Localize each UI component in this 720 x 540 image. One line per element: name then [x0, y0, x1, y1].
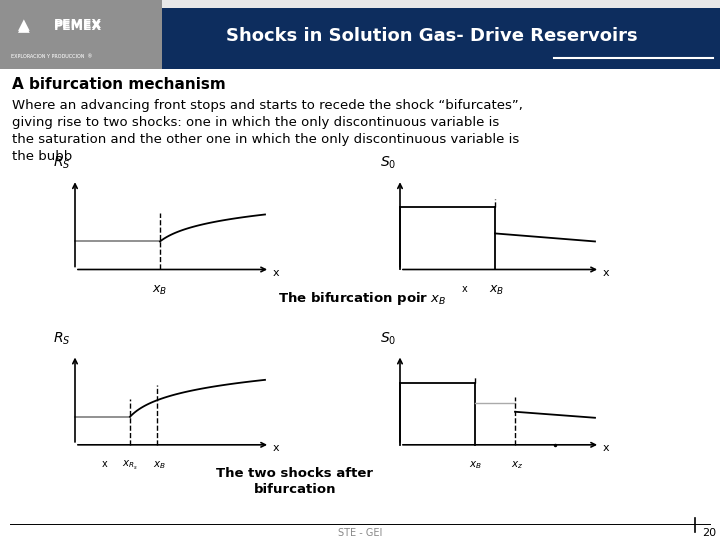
- Text: $x_B$: $x_B$: [153, 459, 166, 471]
- Text: $R_S$: $R_S$: [53, 330, 71, 347]
- Text: $x_B$: $x_B$: [469, 459, 482, 471]
- Text: $x_B$: $x_B$: [153, 284, 168, 296]
- Text: A bifurcation mechanism: A bifurcation mechanism: [12, 77, 226, 92]
- Text: x: x: [603, 267, 610, 278]
- Text: the saturation and the other one in which the only discontinuous variable is: the saturation and the other one in whic…: [12, 133, 519, 146]
- Text: $x_{R_s}$: $x_{R_s}$: [122, 459, 138, 472]
- Text: The bifurcation poir $x_B$: The bifurcation poir $x_B$: [278, 289, 446, 307]
- Text: x: x: [603, 443, 610, 453]
- Text: $x_B$: $x_B$: [490, 284, 505, 296]
- Text: x: x: [102, 459, 108, 469]
- Text: EXPLORACION Y PRODUCCION  ®: EXPLORACION Y PRODUCCION ®: [11, 54, 92, 59]
- Text: $S_0$: $S_0$: [379, 155, 396, 171]
- Text: $R_S$: $R_S$: [53, 155, 71, 171]
- Text: Where an advancing front stops and starts to recede the shock “bifurcates”,: Where an advancing front stops and start…: [12, 99, 523, 112]
- Text: bifurcation: bifurcation: [253, 483, 336, 496]
- Text: 20: 20: [702, 528, 716, 538]
- Text: x: x: [462, 284, 468, 294]
- Text: Shocks in Solution Gas- Drive Reservoirs: Shocks in Solution Gas- Drive Reservoirs: [226, 27, 638, 45]
- Text: ▲: ▲: [18, 17, 30, 32]
- Text: the bubb: the bubb: [12, 150, 72, 163]
- Text: ▲: ▲: [18, 19, 30, 34]
- Bar: [155, 0, 720, 69]
- Bar: [0, 0, 155, 69]
- Text: $S_0$: $S_0$: [379, 330, 396, 347]
- Text: PEMEX: PEMEX: [54, 20, 102, 33]
- Text: x: x: [273, 267, 279, 278]
- Bar: [155, 0, 720, 8]
- Text: x: x: [273, 443, 279, 453]
- Text: $x_z$: $x_z$: [510, 459, 523, 471]
- Text: EXPLORACION Y PRODUCCION  ®: EXPLORACION Y PRODUCCION ®: [11, 54, 92, 59]
- Text: STE - GEI: STE - GEI: [338, 528, 382, 538]
- Text: PEMEX: PEMEX: [54, 18, 102, 31]
- Text: giving rise to two shocks: one in which the only discontinuous variable is: giving rise to two shocks: one in which …: [12, 116, 499, 129]
- FancyBboxPatch shape: [0, 0, 162, 71]
- Text: The two shocks after: The two shocks after: [217, 467, 374, 480]
